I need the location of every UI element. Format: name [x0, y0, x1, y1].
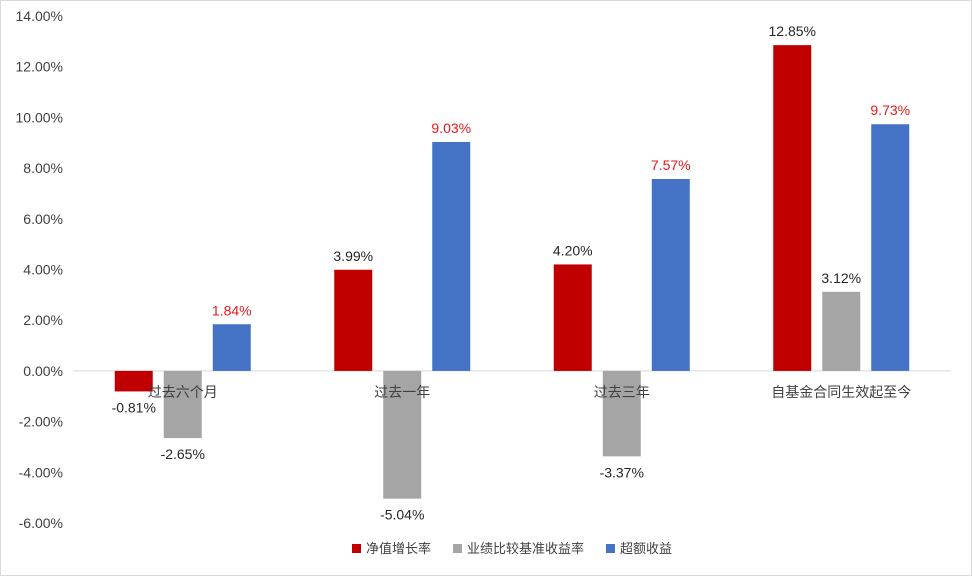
data-label: 7.57%: [651, 157, 691, 173]
data-label: 9.03%: [431, 120, 471, 136]
data-label: 3.12%: [821, 270, 861, 286]
bar: [773, 45, 812, 371]
legend: 净值增长率 业绩比较基准收益率 超额收益: [352, 541, 672, 556]
category-label: 过去一年: [374, 384, 430, 400]
data-label: 12.85%: [769, 23, 816, 39]
data-label: 9.73%: [870, 102, 910, 118]
y-tick-label: 14.00%: [16, 8, 63, 24]
data-label: 4.20%: [553, 242, 593, 258]
bar: [432, 141, 471, 371]
y-tick-label: 6.00%: [23, 211, 63, 227]
data-labels: -0.81% -2.65% 1.84% 3.99% -5.04% 9.03% 4.20% -3…: [112, 23, 911, 523]
data-label: -3.37%: [600, 464, 644, 480]
y-tick-label: 8.00%: [23, 160, 63, 176]
bar: [822, 291, 861, 371]
bar: [163, 370, 202, 439]
legend-swatch: [352, 544, 361, 553]
legend-label: 超额收益: [620, 541, 672, 556]
legend-swatch: [453, 544, 462, 553]
bar: [553, 264, 592, 371]
data-label: -2.65%: [161, 446, 205, 462]
data-label: 1.84%: [212, 302, 252, 318]
bar: [602, 370, 641, 457]
category-label: 过去三年: [594, 384, 650, 400]
bar: [114, 370, 153, 392]
data-label: -0.81%: [112, 399, 156, 415]
y-tick-label: -4.00%: [19, 464, 63, 480]
legend-swatch: [606, 544, 615, 553]
bar: [212, 324, 251, 371]
y-tick-label: 10.00%: [16, 109, 63, 125]
category-label: 过去六个月: [148, 384, 218, 400]
y-tick-label: -6.00%: [19, 515, 63, 531]
bars: [114, 45, 910, 499]
category-label: 自基金合同生效起至今: [771, 384, 911, 400]
legend-label: 业绩比较基准收益率: [467, 541, 584, 556]
legend-label: 净值增长率: [366, 541, 431, 556]
y-tick-label: 12.00%: [16, 59, 63, 75]
bar: [651, 179, 690, 371]
category-labels: 过去六个月 过去一年 过去三年 自基金合同生效起至今: [148, 384, 912, 400]
data-label: -5.04%: [380, 507, 424, 523]
y-tick-label: 0.00%: [23, 363, 63, 379]
bar: [871, 124, 910, 371]
bar: [334, 269, 373, 371]
bar: [383, 370, 422, 499]
data-label: 3.99%: [333, 248, 373, 264]
y-tick-label: 4.00%: [23, 262, 63, 278]
y-tick-label: 2.00%: [23, 312, 63, 328]
y-axis: 14.00% 12.00% 10.00% 8.00% 6.00% 4.00% 2.00% 0.…: [16, 8, 63, 531]
y-tick-label: -2.00%: [19, 414, 63, 430]
